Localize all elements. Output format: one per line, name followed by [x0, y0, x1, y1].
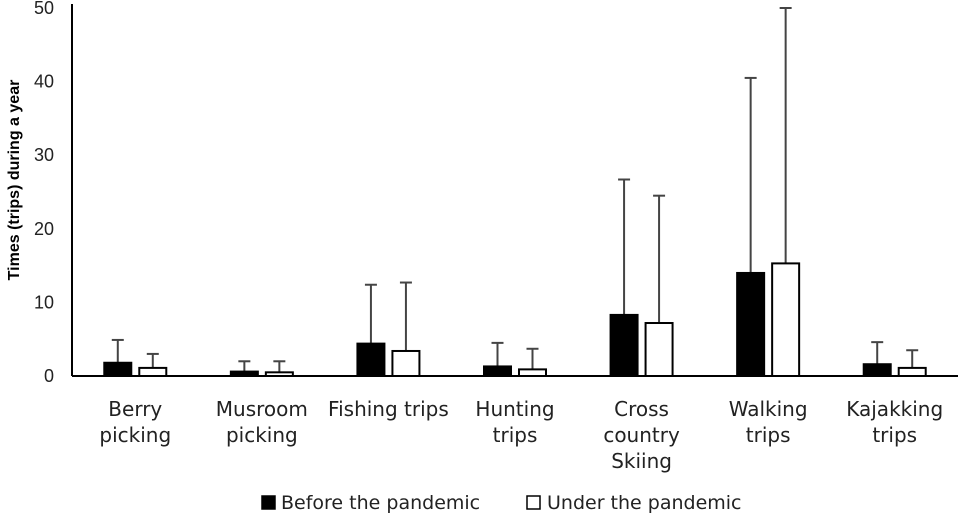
legend-swatch-under: [526, 495, 541, 510]
bar-before-pandemic: [862, 363, 892, 377]
x-category-label: Walking trips: [729, 397, 808, 447]
bar-under-pandemic: [897, 366, 927, 377]
x-category-label-line: country: [603, 423, 680, 447]
axes: [71, 4, 958, 377]
legend-label: Under the pandemic: [547, 492, 742, 514]
y-axis-title: Times (trips) during a year: [6, 80, 23, 281]
x-category-label-line: Fishing trips: [328, 397, 449, 421]
y-tick-label: 40: [34, 72, 54, 92]
error-bars: [111, 7, 919, 373]
x-category-label-line: trips: [872, 423, 917, 447]
y-tick-label: 50: [34, 0, 54, 18]
x-category-label: Kajakking trips: [846, 397, 943, 447]
x-category-label-line: Skiing: [611, 449, 672, 473]
x-category-label-line: Berry: [108, 397, 162, 421]
bar-before-pandemic: [356, 342, 386, 377]
x-category-label: Berry picking: [99, 397, 171, 447]
x-category-label-line: Walking: [729, 397, 808, 421]
y-axis-label: Times (trips) during a year: [6, 80, 23, 281]
bar-before-pandemic: [609, 313, 639, 377]
x-category-label-line: picking: [226, 423, 298, 447]
x-category-label: Fishing trips: [328, 397, 449, 421]
y-tick-label: 30: [34, 145, 54, 165]
x-category-label-line: trips: [746, 423, 791, 447]
x-category-label-line: Hunting: [475, 397, 554, 421]
bar-under-pandemic: [644, 322, 674, 377]
y-axis-ticks: 0 10 20 30 40 50: [34, 0, 54, 386]
x-category-label-line: Kajakking: [846, 397, 943, 421]
y-tick-label: 0: [44, 366, 54, 386]
y-tick-label: 20: [34, 219, 54, 239]
y-tick-label: 10: [34, 292, 54, 312]
x-category-label-line: picking: [99, 423, 171, 447]
legend: Before the pandemic Under the pandemic: [261, 492, 742, 514]
x-category-label: Musroom picking: [216, 397, 308, 447]
x-category-label-line: Musroom: [216, 397, 308, 421]
x-category-label: Cross country Skiing: [603, 397, 680, 473]
legend-swatch-before: [261, 495, 276, 510]
bar-under-pandemic: [138, 366, 168, 377]
x-category-label: Hunting trips: [475, 397, 554, 447]
bar-before-pandemic: [483, 365, 512, 378]
bars: [103, 262, 927, 378]
bar-before-pandemic: [103, 361, 133, 378]
x-category-label-line: Cross: [614, 397, 669, 421]
legend-label: Before the pandemic: [281, 492, 480, 514]
x-category-label-line: trips: [493, 423, 538, 447]
bar-under-pandemic: [771, 262, 801, 377]
bar-under-pandemic: [391, 349, 421, 378]
bar-before-pandemic: [736, 271, 766, 377]
